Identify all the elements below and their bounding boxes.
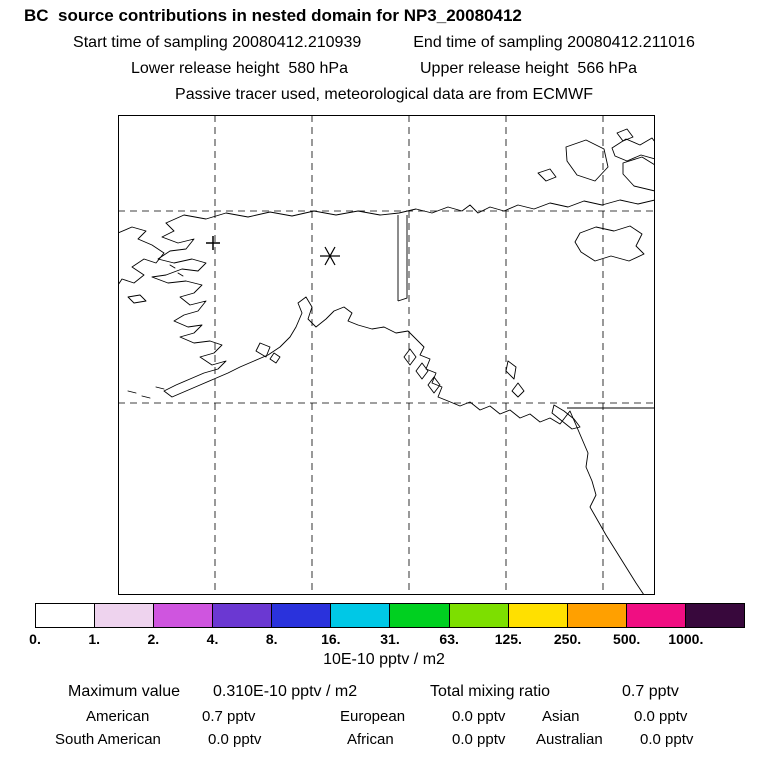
map-gridlines	[118, 115, 655, 595]
colorbar-segment	[449, 604, 509, 627]
contribution-value: 0.0 pptv	[634, 708, 688, 725]
colorbar-tick: 1.	[88, 631, 100, 647]
contribution-value: 0.0 pptv	[208, 731, 262, 748]
colorbar-segment	[685, 604, 744, 627]
colorbar-tick: 31.	[380, 631, 400, 647]
colorbar-segment	[36, 604, 96, 627]
colorbar-segment	[567, 604, 627, 627]
sampling-start-text: Start time of sampling 20080412.210939	[73, 34, 362, 51]
contribution-value: 0.0 pptv	[452, 708, 506, 725]
colorbar-unit: 10E-10 pptv / m2	[323, 651, 445, 668]
max-value-label: Maximum value	[68, 683, 181, 700]
colorbar-tick: 1000.	[668, 631, 704, 647]
colorbar-tick: 2.	[147, 631, 160, 647]
contribution-region: American	[86, 708, 150, 725]
station-marker-plus	[206, 236, 220, 250]
plot-title: BC source contributions in nested domain…	[24, 6, 522, 25]
map-coastline	[117, 128, 656, 596]
max-value: 0.310E-10 pptv / m2	[213, 683, 358, 700]
sampling-end-text: End time of sampling 20080412.211016	[413, 34, 695, 51]
colorbar-tick: 250.	[553, 631, 582, 647]
release-marker-asterisk	[320, 246, 340, 266]
contribution-region: African	[347, 731, 394, 748]
contribution-region: Asian	[542, 708, 580, 725]
colorbar-segment	[95, 604, 155, 627]
release-height-line: Lower release height 580 hPa Upper relea…	[0, 60, 768, 78]
contribution-region: South American	[55, 731, 161, 748]
colorbar-tick: 63.	[439, 631, 459, 647]
colorbar-tick: 500.	[613, 631, 641, 647]
contributions-row-2: South American 0.0 pptv African 0.0 pptv…	[0, 731, 768, 749]
upper-release-text: Upper release height 566 hPa	[420, 60, 638, 77]
sampling-line: Start time of sampling 20080412.210939 E…	[0, 34, 768, 52]
colorbar-segment	[331, 604, 391, 627]
contribution-region: Australian	[536, 731, 603, 748]
colorbar-segment	[154, 604, 214, 627]
contribution-region: European	[340, 708, 406, 725]
colorbar-segment	[626, 604, 686, 627]
colorbar-segment	[272, 604, 332, 627]
colorbar	[35, 603, 745, 628]
colorbar-segment	[508, 604, 568, 627]
contribution-value: 0.0 pptv	[640, 731, 694, 748]
contribution-value: 0.7 pptv	[202, 708, 256, 725]
colorbar-tick: 125.	[494, 631, 522, 647]
colorbar-ticks: 0. 1. 2. 4. 8. 16. 31. 63. 125. 250. 500…	[29, 631, 745, 648]
colorbar-segment	[390, 604, 450, 627]
stats-line: Maximum value 0.310E-10 pptv / m2 Total …	[0, 683, 768, 703]
colorbar-segment	[213, 604, 273, 627]
colorbar-tick: 8.	[265, 631, 278, 647]
map-svg	[117, 115, 656, 596]
colorbar-tick: 4.	[206, 631, 219, 647]
colorbar-tick: 0.	[29, 631, 41, 647]
total-mixing-ratio-label: Total mixing ratio	[430, 683, 551, 700]
total-mixing-ratio-value: 0.7 pptv	[622, 683, 679, 700]
map-panel	[117, 115, 656, 596]
tracer-note-text: Passive tracer used, meteorological data…	[175, 86, 593, 103]
contribution-value: 0.0 pptv	[452, 731, 506, 748]
tracer-note-line: Passive tracer used, meteorological data…	[0, 86, 768, 104]
colorbar-tick: 16.	[321, 631, 341, 647]
contributions-row-1: American 0.7 pptv European 0.0 pptv Asia…	[0, 708, 768, 726]
lower-release-text: Lower release height 580 hPa	[130, 60, 348, 77]
map-political-borders	[397, 215, 655, 409]
map-frame	[118, 115, 655, 595]
